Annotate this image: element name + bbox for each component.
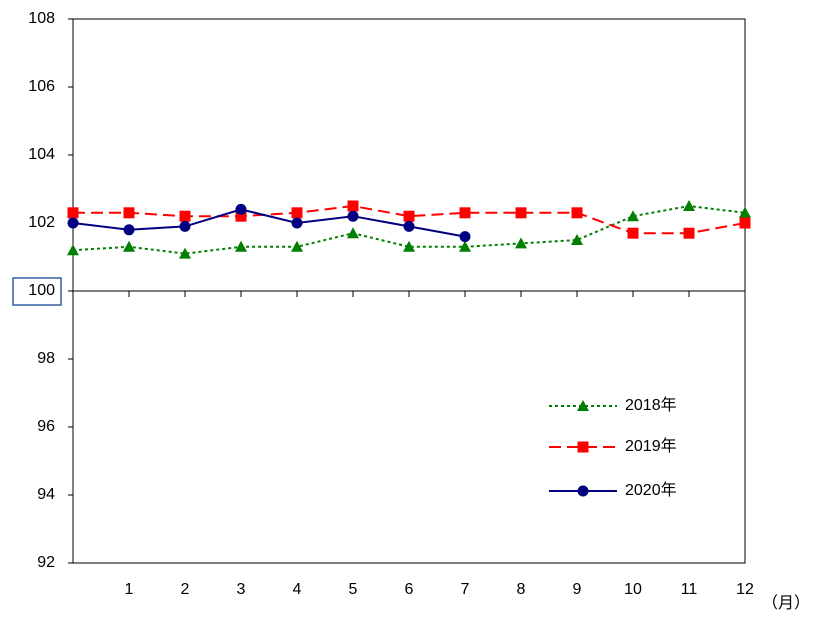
legend-label: 2019年 xyxy=(625,437,677,455)
marker xyxy=(683,200,695,211)
y-tick-label: 98 xyxy=(37,350,55,367)
marker xyxy=(123,240,135,252)
marker xyxy=(627,227,639,239)
y-tick-label: 108 xyxy=(28,10,55,27)
x-tick-label: 1 xyxy=(125,581,134,598)
marker xyxy=(67,244,79,256)
marker xyxy=(683,227,695,239)
marker xyxy=(67,217,79,229)
marker xyxy=(179,210,191,222)
marker xyxy=(459,240,471,252)
marker xyxy=(739,217,751,229)
marker xyxy=(123,207,135,219)
x-tick-label: 10 xyxy=(624,581,642,598)
x-tick-label: 2 xyxy=(181,581,190,598)
marker xyxy=(739,206,751,218)
marker xyxy=(459,231,471,243)
y-tick-label: 94 xyxy=(37,486,55,503)
marker xyxy=(235,240,247,252)
x-tick-label: 6 xyxy=(405,581,414,598)
marker xyxy=(403,210,415,222)
y-tick-label: 100 xyxy=(28,282,55,299)
marker xyxy=(291,207,303,219)
x-tick-label: 12 xyxy=(736,581,754,598)
x-tick-label: 7 xyxy=(461,581,470,598)
x-tick-label: 3 xyxy=(237,581,246,598)
marker xyxy=(291,217,303,229)
marker xyxy=(291,240,303,252)
marker xyxy=(347,200,359,212)
x-tick-label: 11 xyxy=(681,581,698,598)
marker xyxy=(235,210,247,222)
y-tick-label: 92 xyxy=(37,554,55,571)
marker xyxy=(179,247,191,259)
marker xyxy=(515,207,527,219)
legend-marker xyxy=(577,400,589,411)
marker xyxy=(403,240,415,252)
legend-label: 2018年 xyxy=(625,396,677,414)
series-line xyxy=(72,208,466,238)
marker xyxy=(347,210,359,222)
legend-label: 2020年 xyxy=(625,481,677,499)
marker xyxy=(235,203,247,215)
marker xyxy=(515,237,527,249)
y-tick-label: 102 xyxy=(28,214,55,231)
y-tick-label: 106 xyxy=(28,78,55,95)
x-tick-label: 9 xyxy=(573,581,582,598)
x-unit: （月） xyxy=(762,594,810,612)
marker xyxy=(403,220,415,232)
selection-box xyxy=(12,277,62,306)
marker xyxy=(347,227,359,239)
marker xyxy=(123,224,135,236)
marker xyxy=(67,207,79,219)
x-tick-label: 8 xyxy=(517,581,526,598)
legend-marker xyxy=(577,485,589,497)
legend-marker xyxy=(577,441,589,453)
marker xyxy=(571,207,583,219)
y-tick-label: 96 xyxy=(37,418,55,435)
y-tick-label: 104 xyxy=(28,146,55,163)
marker xyxy=(459,207,471,219)
marker xyxy=(571,234,583,245)
marker xyxy=(179,220,191,232)
x-tick-label: 5 xyxy=(349,581,358,598)
marker xyxy=(627,210,639,222)
x-tick-label: 4 xyxy=(293,581,302,598)
